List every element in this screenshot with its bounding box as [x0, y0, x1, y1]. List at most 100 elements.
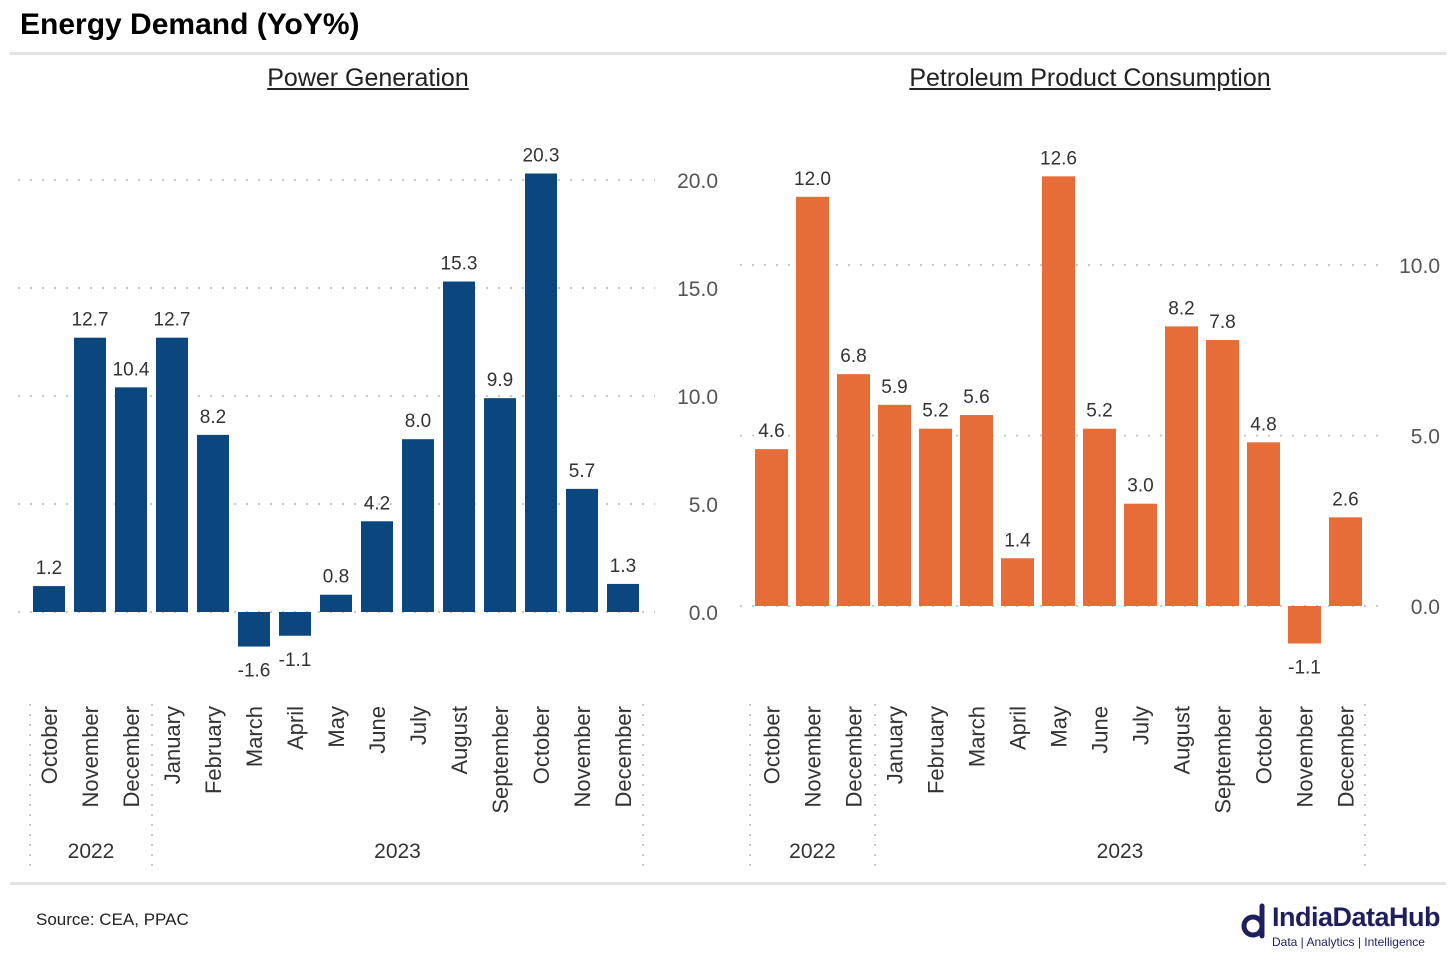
data-label: -1.6: [238, 661, 271, 682]
x-tick-label: February: [201, 706, 226, 794]
x-tick-label: November: [570, 706, 595, 807]
page-title: Energy Demand (YoY%): [20, 8, 360, 41]
x-tick-label: November: [1293, 706, 1318, 807]
data-label: 5.2: [1086, 401, 1112, 422]
x-tick-label: December: [842, 706, 867, 807]
data-label: 3.0: [1127, 476, 1153, 497]
chart-title-power: Power Generation: [267, 64, 469, 92]
data-label: 4.6: [758, 421, 784, 442]
logo-tagline: Data | Analytics | Intelligence: [1272, 935, 1425, 949]
bar: [402, 439, 434, 612]
x-tick-label: October: [529, 706, 554, 784]
data-label: 4.2: [364, 493, 390, 514]
data-label: -1.1: [1288, 658, 1321, 679]
data-label: 4.8: [1250, 414, 1276, 435]
data-label: 5.9: [881, 377, 907, 398]
logo-name: IndiaDataHub: [1272, 902, 1441, 932]
bar: [443, 281, 475, 612]
y-tick-label: 20.0: [677, 170, 718, 193]
data-label: 8.0: [405, 411, 431, 432]
bar: [238, 612, 270, 647]
data-label: 1.3: [610, 556, 636, 577]
bar: [1329, 517, 1362, 606]
data-label: 0.8: [323, 567, 349, 588]
bar: [197, 434, 229, 612]
data-label: 12.7: [154, 310, 191, 331]
x-tick-label: September: [488, 706, 513, 814]
y-tick-label: 0.0: [1411, 596, 1440, 619]
x-tick-label: October: [37, 706, 62, 784]
bar: [1001, 558, 1034, 606]
bottom-divider: [10, 882, 1446, 885]
bar: [878, 404, 911, 606]
data-label: 20.3: [523, 146, 560, 167]
bar: [1288, 606, 1321, 644]
data-label: 1.4: [1004, 530, 1031, 551]
source-note: Source: CEA, PPAC: [36, 910, 189, 929]
bar: [566, 488, 598, 612]
bar: [320, 594, 352, 612]
x-tick-label: October: [1252, 706, 1277, 784]
bar: [960, 415, 993, 606]
data-label: 12.0: [794, 169, 831, 190]
x-tick-label: November: [78, 706, 103, 807]
data-label: 5.7: [569, 461, 595, 482]
x-tick-label: December: [1334, 706, 1359, 807]
year-label: 2022: [789, 840, 836, 863]
bar: [607, 583, 639, 612]
logo-icon: [1241, 903, 1265, 939]
year-label: 2023: [374, 840, 421, 863]
x-tick-label: March: [965, 706, 990, 767]
x-tick-label: July: [1129, 706, 1154, 745]
bar: [1124, 503, 1157, 606]
bar: [156, 337, 188, 612]
bar: [1247, 442, 1280, 606]
x-tick-label: November: [801, 706, 826, 807]
x-tick-label: July: [406, 706, 431, 745]
x-tick-label: August: [447, 706, 472, 775]
year-label: 2023: [1097, 840, 1144, 863]
data-label: 5.2: [922, 401, 948, 422]
data-label: 12.7: [72, 310, 109, 331]
year-label: 2022: [68, 840, 115, 863]
bar: [361, 521, 393, 612]
x-tick-label: April: [283, 706, 308, 750]
x-tick-label: February: [924, 706, 949, 794]
data-label: 2.6: [1332, 489, 1358, 510]
data-label: 8.2: [200, 407, 226, 428]
bar: [755, 449, 788, 606]
bar: [279, 612, 311, 636]
bar: [525, 173, 557, 612]
x-tick-label: January: [883, 706, 908, 784]
bar: [796, 196, 829, 607]
data-label: 10.4: [113, 359, 150, 380]
x-tick-label: December: [611, 706, 636, 807]
y-tick-label: 5.0: [689, 494, 718, 517]
data-label: 6.8: [840, 346, 866, 367]
y-tick-label: 5.0: [1411, 426, 1440, 449]
chart-title-petroleum: Petroleum Product Consumption: [909, 64, 1271, 92]
bar: [1042, 176, 1075, 606]
x-tick-label: March: [242, 706, 267, 767]
data-label: 1.2: [36, 558, 62, 579]
top-divider: [10, 52, 1446, 55]
bar: [1206, 340, 1239, 606]
data-label: 8.2: [1168, 298, 1194, 319]
data-label: 5.6: [963, 387, 989, 408]
y-tick-label: 15.0: [677, 278, 718, 301]
x-tick-label: May: [324, 706, 349, 748]
data-label: 12.6: [1040, 148, 1077, 169]
data-label: 15.3: [441, 254, 478, 275]
bar: [484, 398, 516, 612]
bar: [837, 374, 870, 606]
bar: [74, 337, 106, 612]
x-tick-label: May: [1047, 706, 1072, 748]
x-tick-label: April: [1006, 706, 1031, 750]
data-label: -1.1: [279, 650, 312, 671]
x-tick-label: January: [160, 706, 185, 784]
x-tick-label: June: [365, 706, 390, 754]
x-tick-label: September: [1211, 706, 1236, 814]
bar: [919, 428, 952, 606]
